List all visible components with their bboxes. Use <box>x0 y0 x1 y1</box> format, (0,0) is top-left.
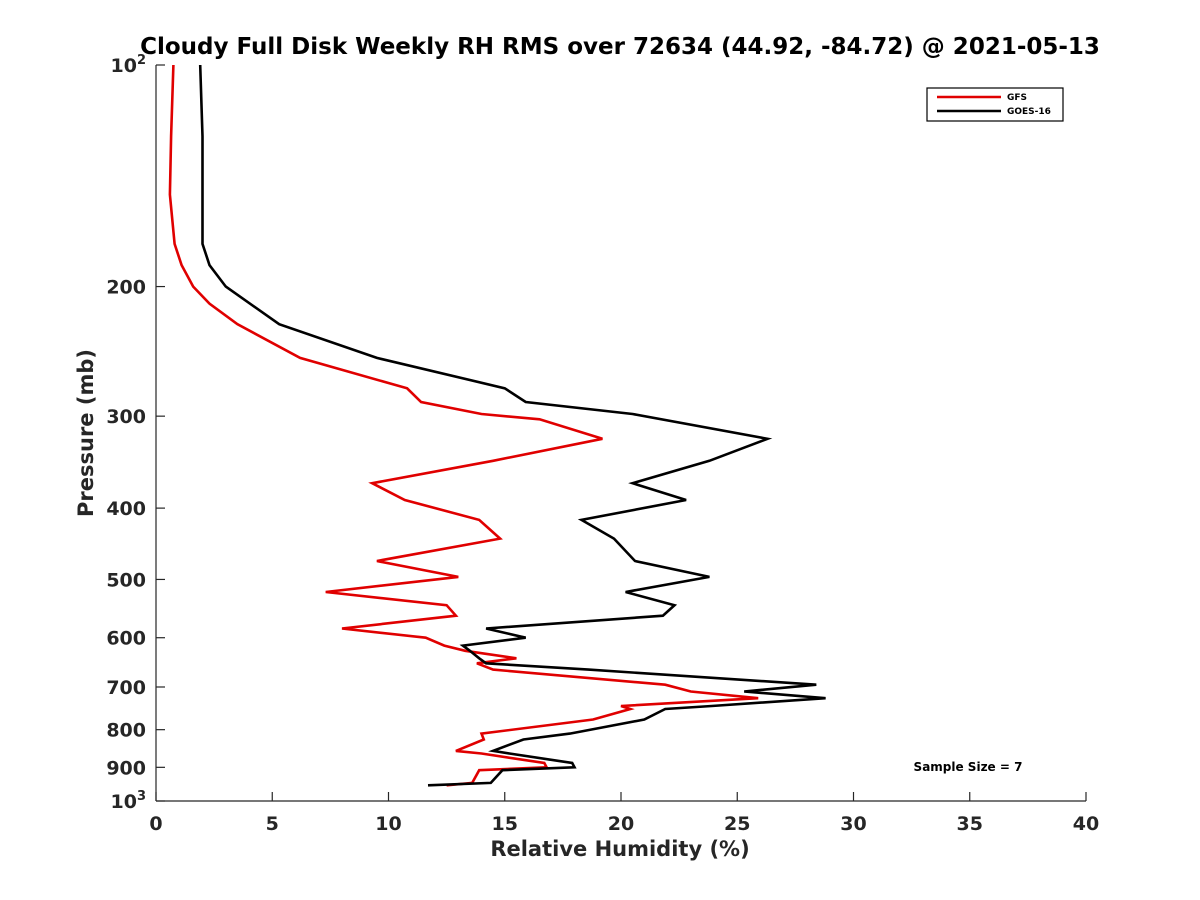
series-lines <box>168 64 826 787</box>
x-tick-label: 5 <box>266 813 279 835</box>
y-tick-label: 800 <box>106 720 146 742</box>
y-tick-label: 900 <box>106 757 146 779</box>
x-tick-label: 25 <box>724 813 750 835</box>
legend-label: GFS <box>1007 93 1027 103</box>
legend-box <box>926 87 1064 122</box>
x-tick-label: 30 <box>840 813 866 835</box>
chart-title: Cloudy Full Disk Weekly RH RMS over 7263… <box>140 34 1100 60</box>
x-tick-label: 15 <box>492 813 518 835</box>
y-axis-label: Pressure (mb) <box>74 349 98 517</box>
y-axis-ticks: 102 200 300 400 500 600 700 800 900 103 <box>106 53 165 813</box>
legend: GFS GOES-16 <box>926 87 1064 122</box>
y-tick-label: 400 <box>106 498 146 520</box>
plot-area: 0 5 10 15 20 25 30 35 40 102 200 300 400 500 600 700 80… <box>106 53 1099 835</box>
y-tick-label: 200 <box>106 277 146 299</box>
x-tick-label: 0 <box>149 813 162 835</box>
y-tick-label: 500 <box>106 569 146 591</box>
y-tick-label: 103 <box>111 789 147 813</box>
y-tick-label: 600 <box>106 628 146 650</box>
series-line-gfs <box>168 64 759 787</box>
series-line-goes-16 <box>198 64 826 787</box>
x-tick-label: 35 <box>957 813 983 835</box>
y-tick-label: 300 <box>106 406 146 428</box>
x-axis-ticks: 0 5 10 15 20 25 30 35 40 <box>149 792 1099 835</box>
x-tick-label: 10 <box>375 813 401 835</box>
legend-label: GOES-16 <box>1007 107 1051 117</box>
sample-size-annotation: Sample Size = 7 <box>914 760 1023 774</box>
y-tick-label: 700 <box>106 677 146 699</box>
y-tick-label: 102 <box>111 53 147 77</box>
x-tick-label: 20 <box>608 813 634 835</box>
x-tick-label: 40 <box>1073 813 1099 835</box>
x-axis-label: Relative Humidity (%) <box>490 837 749 861</box>
